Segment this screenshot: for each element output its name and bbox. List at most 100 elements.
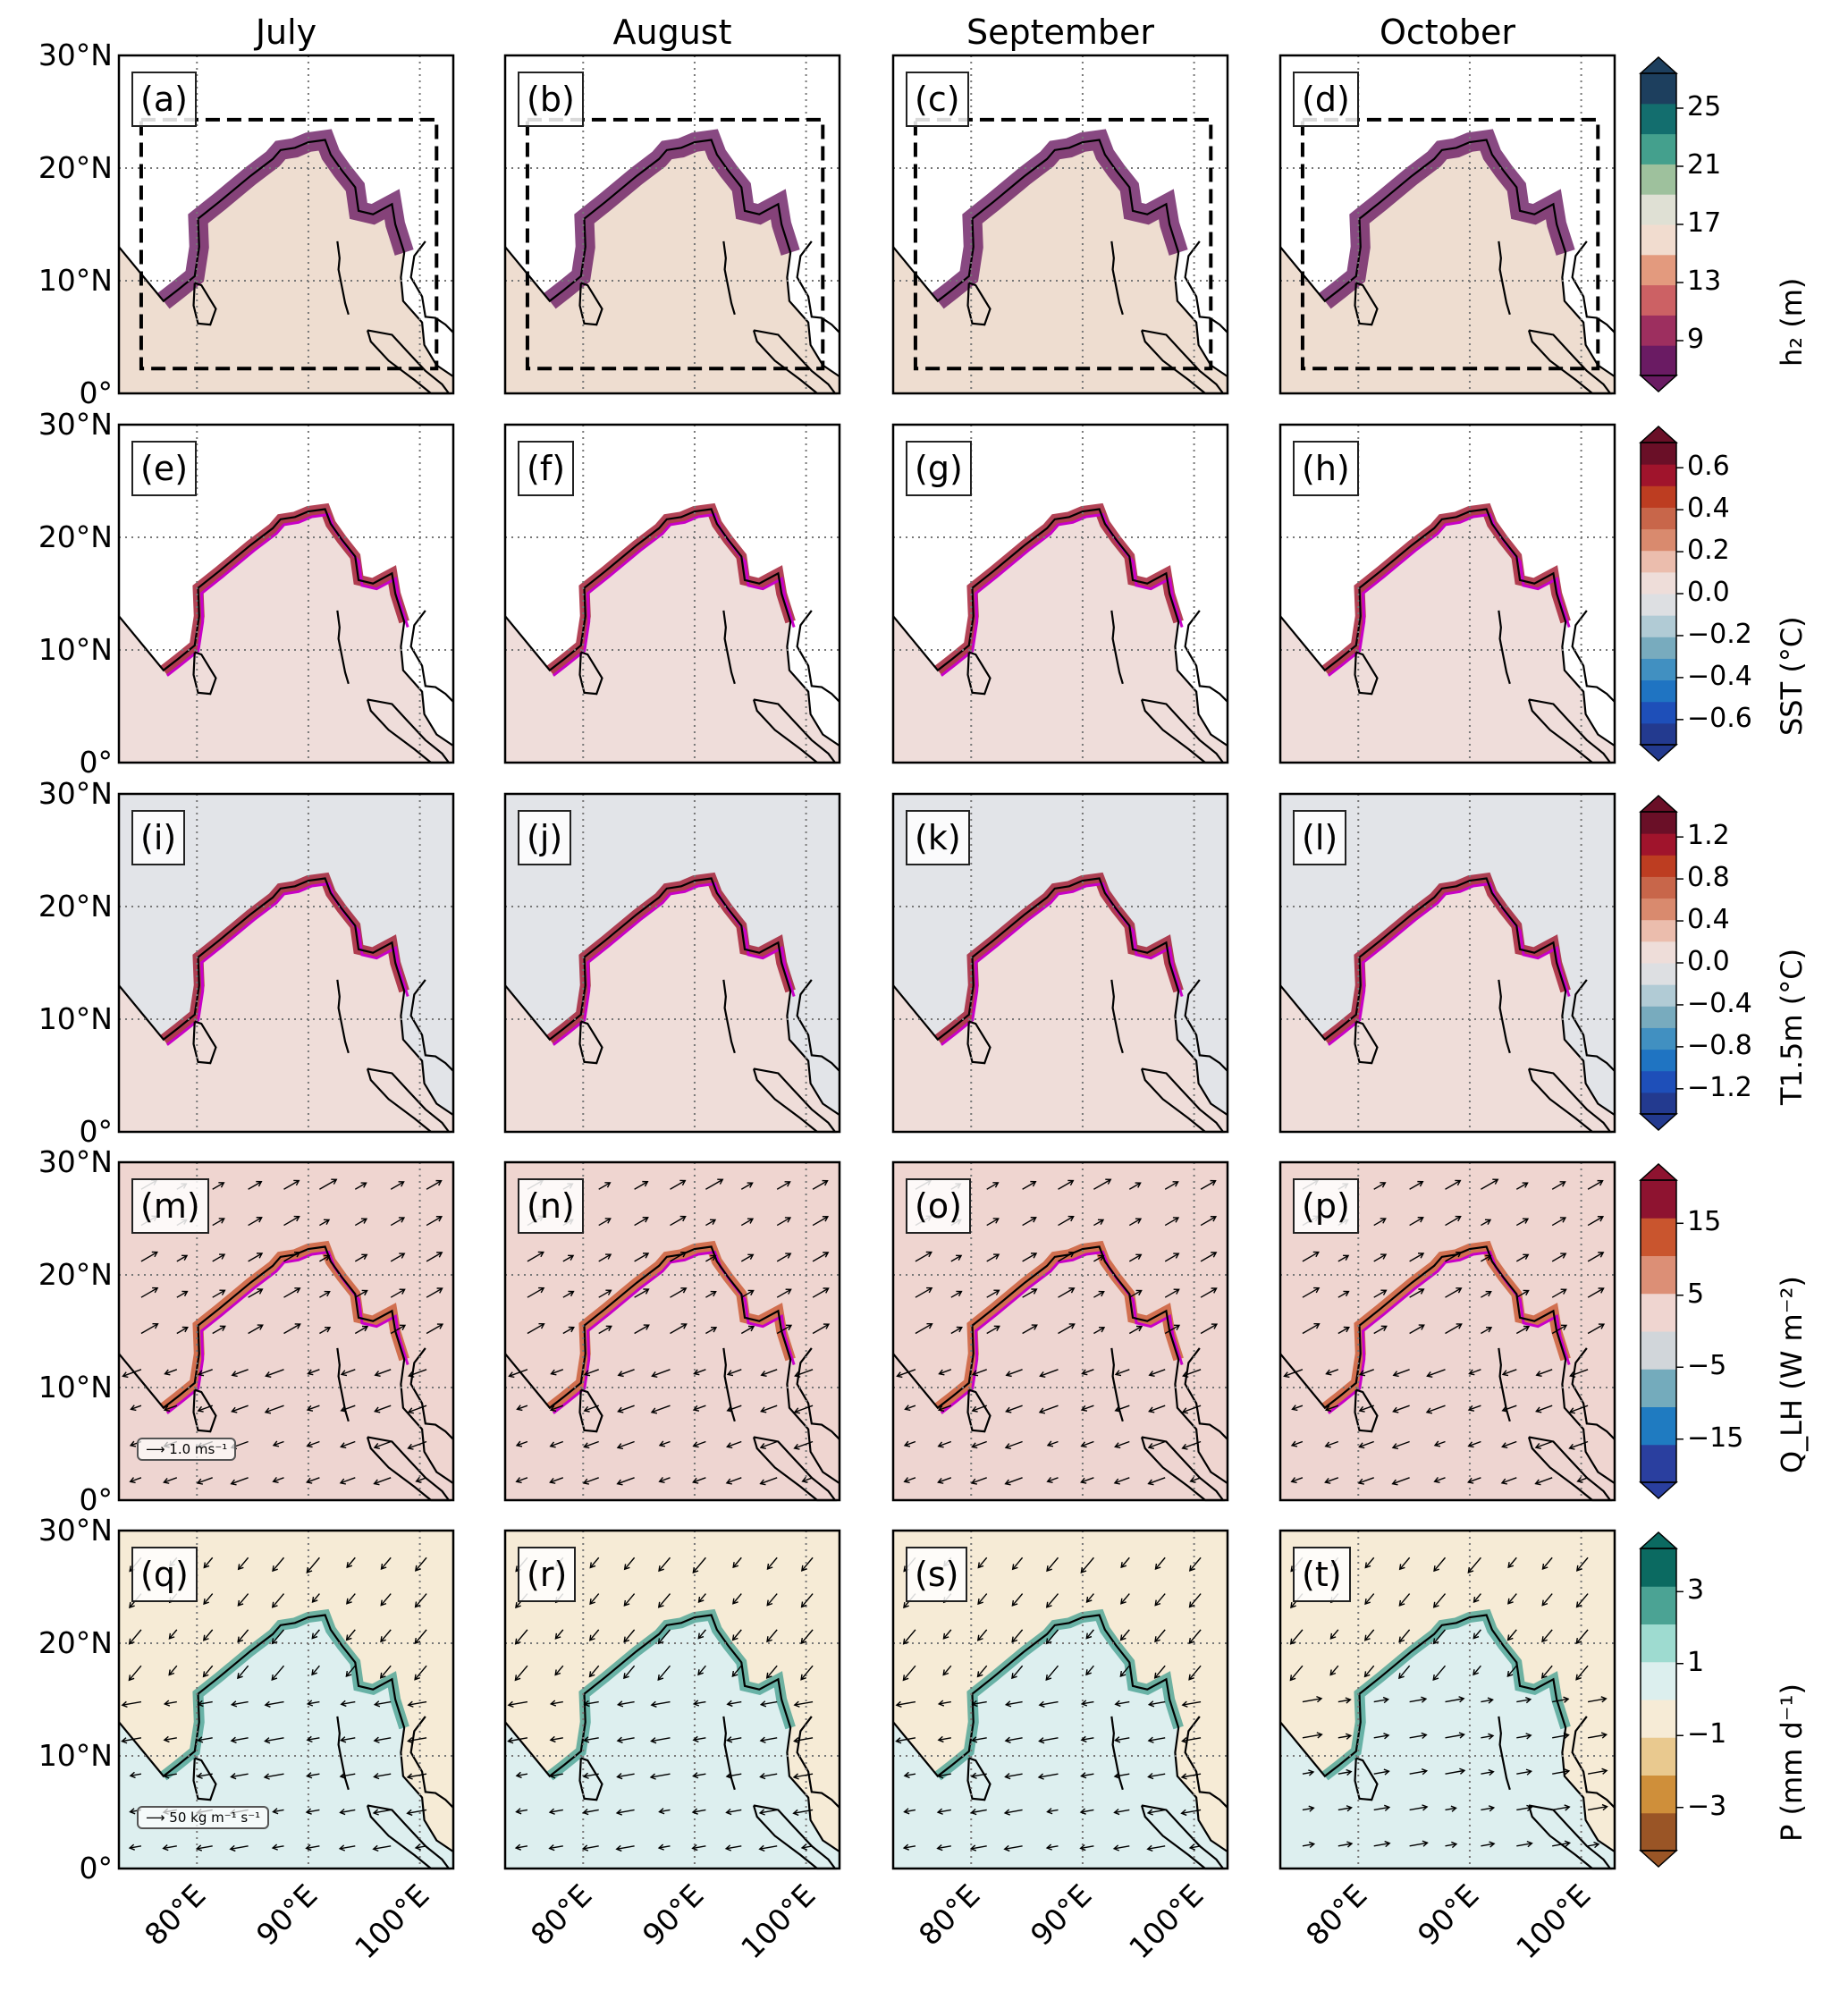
vector-arrow [618,1405,635,1413]
vector-arrowhead [1358,1405,1365,1413]
vector-arrowhead [1045,1601,1052,1608]
vector-arrow [1200,1287,1217,1298]
vector-arrow [1434,1477,1446,1482]
vector-arrow [977,1557,988,1568]
vector-arrow [942,1665,952,1675]
vector-arrowhead [1045,1843,1052,1851]
vector-arrowhead [993,1253,1000,1260]
vector-arrowhead [977,1599,983,1606]
vector-arrow [1183,1369,1202,1377]
vector-arrow [549,1809,563,1813]
vector-arrow [340,1773,356,1777]
colorbar-swatch [1641,464,1676,486]
vector-arrow [549,1845,563,1850]
panel-label: (r) [518,1547,577,1602]
significance-contour [1327,1250,1571,1414]
vector-arrowhead [692,1772,699,1779]
vector-arrow [203,1593,214,1605]
colorbar-tick-label: 0.6 [1687,451,1730,483]
vector-arrow [1148,1773,1166,1778]
vector-arrow [527,1287,544,1298]
vector-arrow [598,1182,611,1190]
vector-arrowhead [1085,1632,1093,1640]
vector-arrowhead [1433,1477,1440,1483]
vector-arrowhead [399,1324,407,1331]
vector-arrowhead [747,1289,755,1296]
vector-arrowhead [1522,1182,1529,1188]
colorbar-tick-label: −0.8 [1687,1029,1752,1061]
vector-arrowhead [732,1562,739,1569]
vector-scale-key: ⟶ 1.0 ms⁻¹ [137,1438,237,1461]
vector-arrow [1577,1477,1589,1482]
vector-arrowhead [679,1251,688,1258]
vector-arrowhead [971,1736,978,1743]
vector-arrowhead [1507,1562,1515,1569]
vector-arrowhead [414,1601,421,1608]
vector-arrow [1291,1440,1304,1447]
vector-arrow [1445,1807,1456,1811]
vector-arrowhead [642,1217,649,1223]
coastline [796,240,840,333]
colorbar-swatch [1641,963,1676,985]
vector-arrow [950,1327,963,1335]
vector-arrowhead [1004,1443,1012,1450]
vector-arrow [508,1700,528,1706]
vector-arrowhead [1391,1479,1398,1486]
vector-arrowhead [568,1254,575,1261]
coastline [578,1020,603,1065]
vector-arrowhead [971,1700,978,1708]
vector-arrow [203,1629,214,1641]
land-area [505,794,840,1116]
vector-arrow [1541,1629,1553,1642]
vector-arrowhead [435,1216,443,1222]
vector-arrowhead [1188,1638,1195,1645]
panel-label: (m) [131,1178,209,1234]
colorbar-swatch [1641,1331,1676,1370]
vector-arrow [1082,1700,1094,1705]
vector-arrowhead [697,1632,705,1640]
vector-arrow [272,1593,285,1608]
vector-arrowhead [1421,1732,1428,1740]
vector-arrowhead [435,1179,443,1186]
vector-arrow [1373,1218,1387,1227]
analysis-region-box [525,117,825,371]
vector-arrowhead [657,1638,664,1645]
coastline [336,240,350,316]
vector-arrowhead [1398,1599,1405,1607]
vector-arrowhead [956,1254,963,1261]
vector-arrow [1325,1405,1339,1411]
vector-arrowhead [1011,1599,1018,1607]
vector-arrowhead [1500,1478,1507,1485]
panel-frame [117,792,455,1134]
vector-arrowhead [615,1844,622,1852]
vector-arrow [1148,1737,1166,1742]
vector-arrow [1587,1180,1603,1190]
vector-arrowhead [643,1324,650,1330]
vector-arrow [692,1845,706,1850]
panel-frame [503,792,841,1134]
vector-arrow [197,1845,213,1850]
vector-arrowhead [508,1371,515,1379]
vector-arrowhead [1455,1251,1463,1258]
vector-arrow [1058,1252,1075,1262]
colorbar-swatch [1641,984,1676,1007]
vector-arrowhead [515,1771,522,1779]
coastline [892,139,1228,378]
vector-arrow [1005,1773,1023,1778]
colorbar-tick-label: 5 [1687,1278,1705,1310]
vector-arrowhead [398,1181,405,1187]
vector-arrowhead [1172,1181,1179,1187]
vector-arrowhead [373,1479,380,1486]
vector-arrowhead [1432,1638,1439,1645]
vector-arrowhead [1380,1253,1388,1260]
vector-arrowhead [784,1181,791,1187]
vector-arrow [374,1737,392,1742]
vector-arrowhead [1290,1601,1296,1609]
significance-contour [552,512,796,677]
vector-arrow [761,1700,778,1706]
vector-arrowhead [538,1287,545,1294]
vector-arrow [1337,1254,1349,1262]
vector-arrow [776,1288,791,1298]
vector-arrow [164,1477,178,1483]
vector-arrowhead [1324,1477,1331,1484]
